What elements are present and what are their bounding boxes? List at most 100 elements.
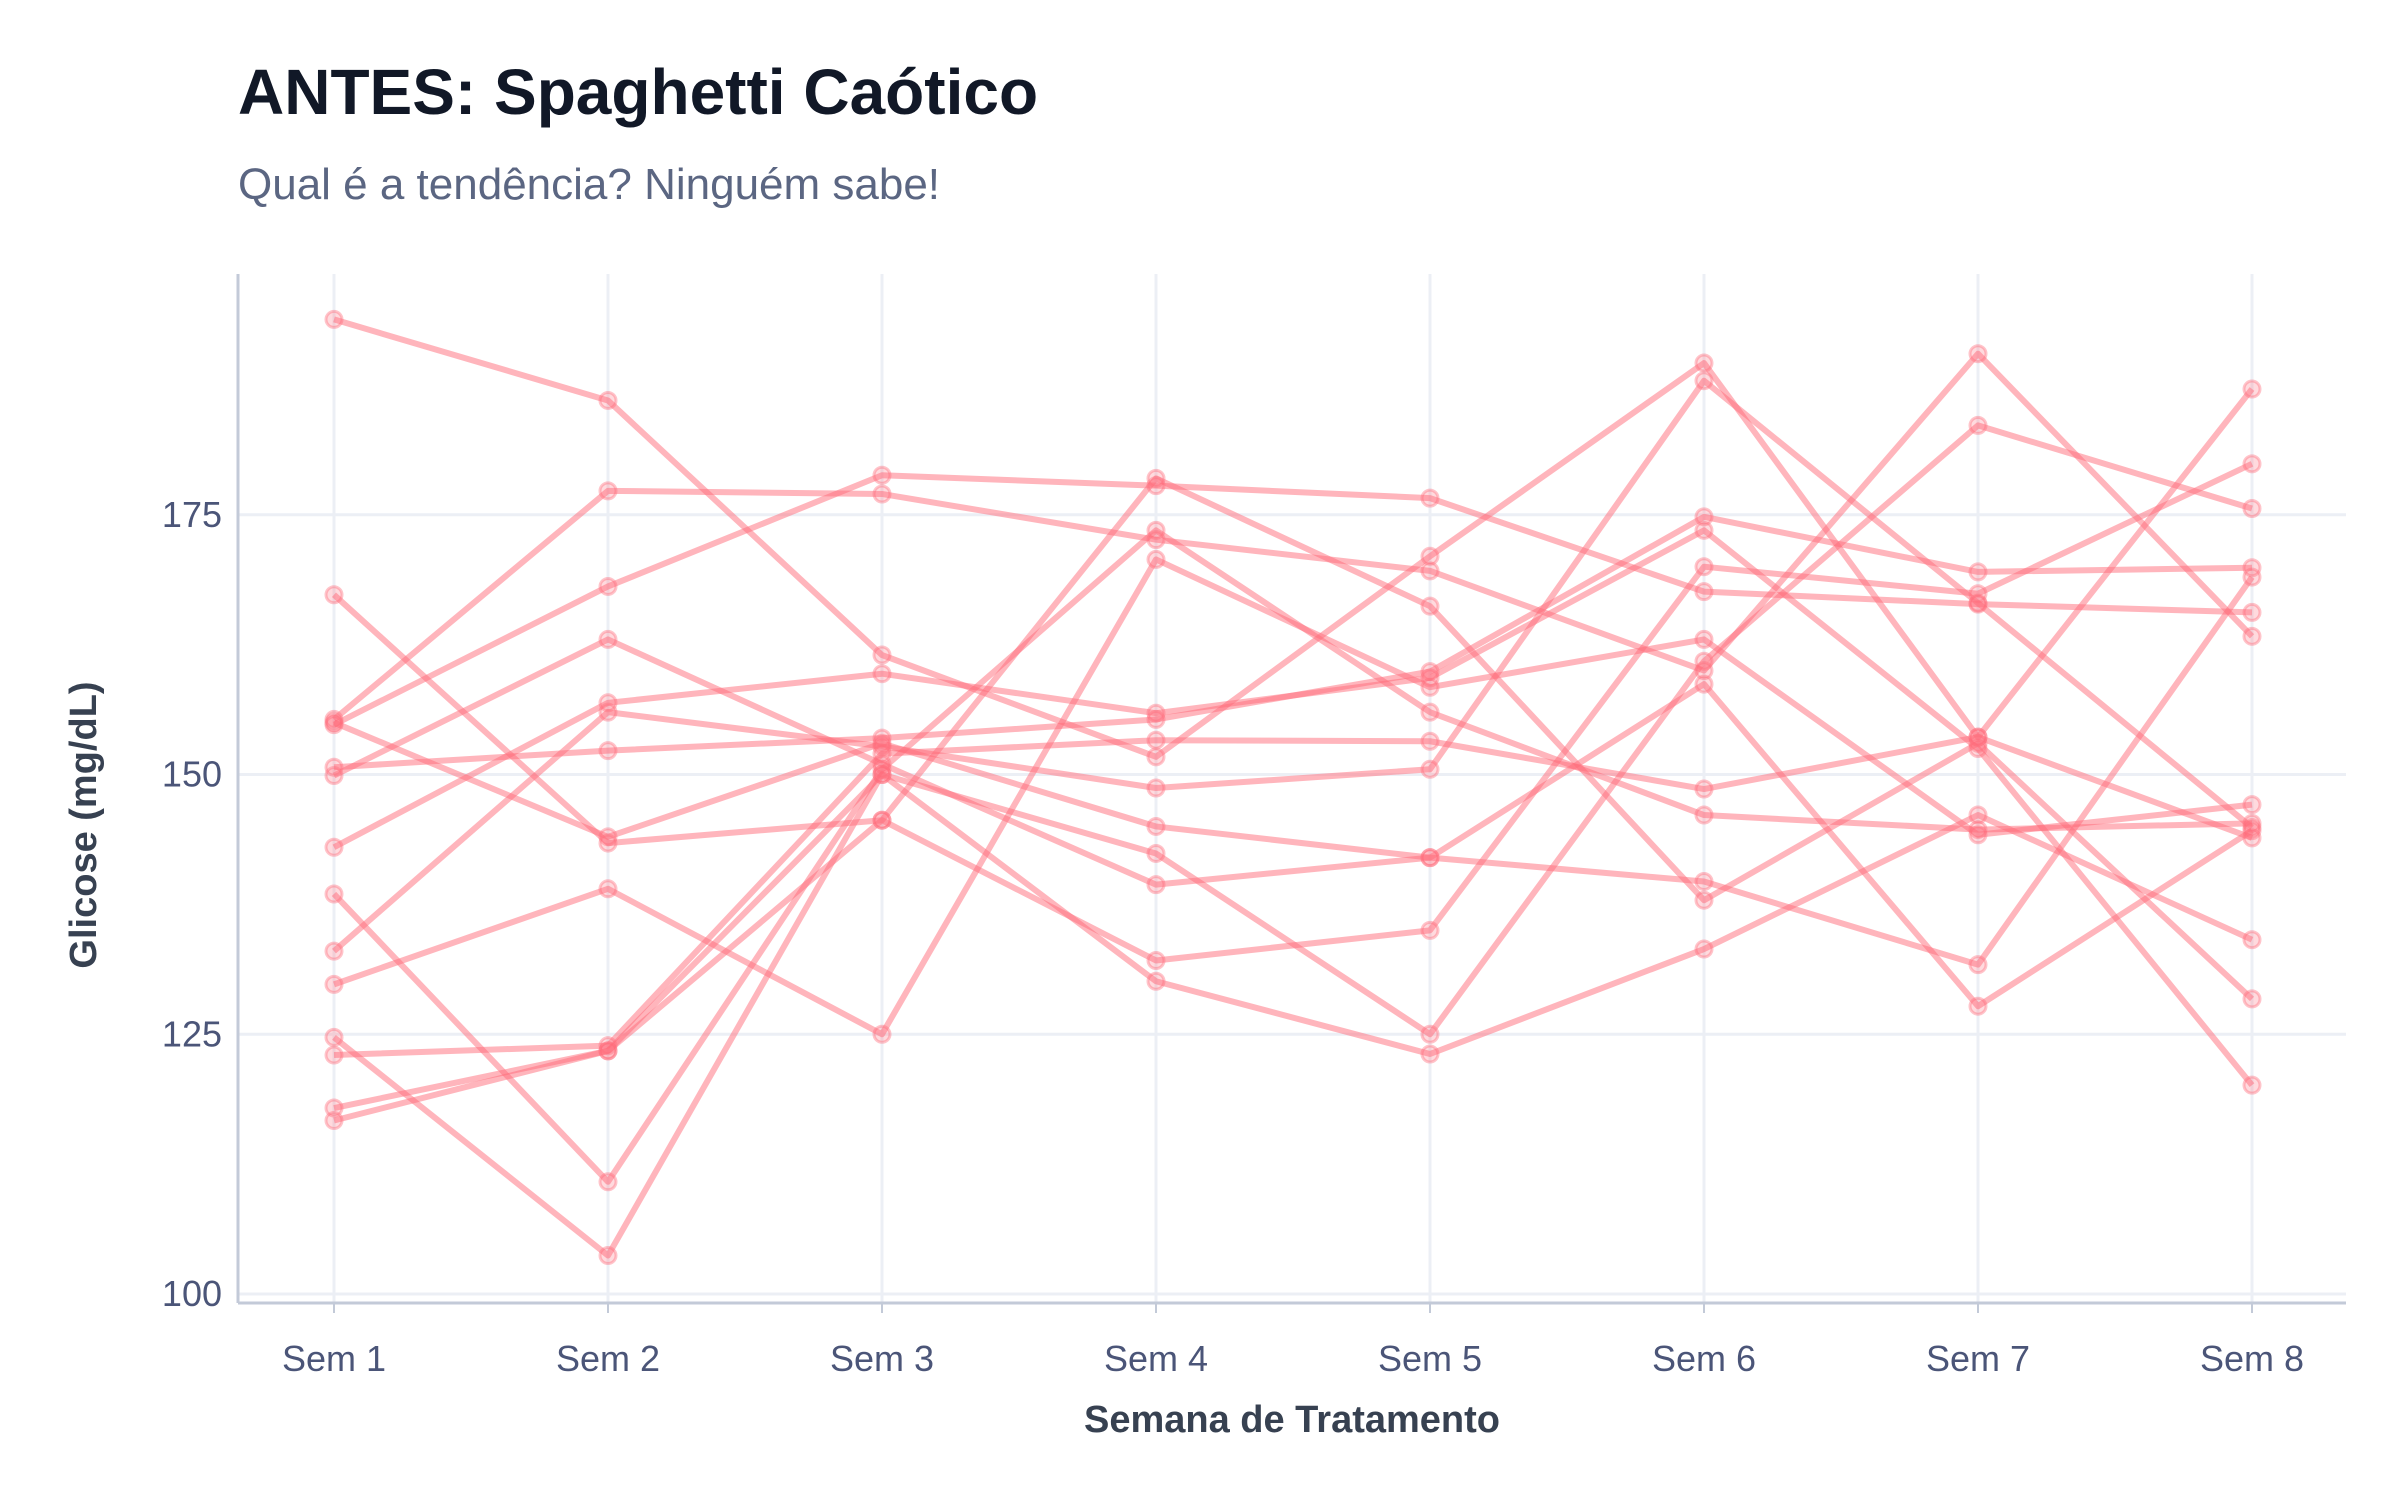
data-point — [1420, 731, 1440, 751]
series-line — [331, 527, 2253, 1185]
series-2 — [324, 468, 2262, 1009]
data-point — [1968, 415, 1988, 435]
data-point — [324, 1110, 344, 1130]
data-point — [872, 733, 892, 753]
data-point — [1146, 875, 1166, 895]
data-point — [2242, 499, 2262, 519]
x-tick-label: Sem 1 — [282, 1338, 386, 1379]
data-point — [1146, 816, 1166, 836]
y-tick-label: 175 — [162, 494, 222, 535]
y-tick-label: 125 — [162, 1013, 222, 1054]
data-point — [1694, 674, 1714, 694]
data-point — [2242, 454, 2262, 474]
data-point — [2242, 1075, 2262, 1095]
data-point — [598, 1172, 618, 1192]
data-point — [1146, 778, 1166, 798]
data-point — [872, 765, 892, 784]
series-14 — [324, 765, 2262, 1130]
data-point — [1146, 950, 1166, 970]
series-10 — [324, 549, 2262, 1044]
data-point — [1694, 507, 1714, 527]
data-point — [2242, 379, 2262, 399]
data-point — [872, 810, 892, 830]
series-13 — [324, 454, 2262, 1118]
series-line — [332, 377, 2254, 954]
data-point — [598, 1246, 618, 1266]
data-point — [1968, 344, 1988, 364]
data-point — [1420, 848, 1440, 868]
data-point — [1146, 730, 1166, 750]
data-point — [598, 481, 618, 501]
data-point — [1968, 727, 1988, 747]
data-point — [598, 1041, 618, 1061]
data-point — [1420, 920, 1440, 940]
data-point — [1694, 779, 1714, 799]
data-point — [1968, 996, 1988, 1016]
data-point — [872, 1024, 892, 1044]
data-point — [598, 827, 618, 847]
series-line — [333, 556, 2253, 1038]
data-point — [1694, 353, 1714, 373]
x-axis-title: Semana de Tratamento — [1084, 1399, 1500, 1441]
series-15 — [324, 674, 2262, 1016]
data-point — [1968, 825, 1988, 845]
data-point — [2242, 989, 2262, 1009]
data-point — [872, 645, 892, 665]
data-point — [324, 884, 344, 904]
data-point — [2242, 567, 2262, 587]
data-point — [1694, 582, 1714, 602]
data-point — [1146, 520, 1166, 540]
data-point — [1968, 584, 1988, 604]
series-line — [332, 350, 2255, 722]
data-point — [872, 484, 892, 504]
data-point — [1420, 596, 1440, 616]
x-tick-label: Sem 2 — [556, 1338, 660, 1379]
data-point — [1968, 739, 1988, 759]
series-line — [333, 387, 2255, 1059]
y-tick-label: 100 — [162, 1273, 222, 1314]
data-point — [1146, 703, 1166, 723]
series-7 — [324, 520, 2262, 1095]
y-tick-label: 150 — [162, 754, 222, 795]
x-tick-label: Sem 6 — [1652, 1338, 1756, 1379]
data-point — [1968, 955, 1988, 975]
chart-title: ANTES: Spaghetti Caótico — [238, 56, 1039, 128]
data-point — [1146, 476, 1166, 496]
data-point — [324, 974, 344, 994]
data-point — [1694, 872, 1714, 892]
data-point — [598, 576, 618, 596]
data-point — [598, 741, 618, 761]
data-point — [1420, 561, 1440, 581]
x-tick-label: Sem 8 — [2200, 1338, 2304, 1379]
x-tick-label: Sem 3 — [830, 1338, 934, 1379]
data-point — [2242, 626, 2262, 646]
data-point — [1146, 971, 1166, 991]
data-point — [872, 465, 892, 485]
data-point — [2242, 602, 2262, 622]
data-point — [1146, 549, 1166, 569]
data-point — [1694, 371, 1714, 391]
data-point — [1694, 629, 1714, 649]
data-point — [2242, 558, 2262, 578]
series-12 — [324, 379, 2262, 1065]
data-point — [2242, 821, 2262, 841]
series-line — [333, 461, 2254, 1111]
series-line — [333, 316, 2254, 841]
series-1 — [324, 309, 2262, 848]
data-point — [1968, 805, 1988, 825]
data-point — [1420, 546, 1440, 566]
series-9 — [324, 371, 2262, 961]
data-point — [1420, 488, 1440, 508]
data-point — [324, 941, 344, 961]
data-point — [872, 664, 892, 684]
data-point — [1694, 557, 1714, 577]
data-point — [1420, 677, 1440, 697]
data-point — [324, 1027, 344, 1047]
x-tick-label: Sem 5 — [1378, 1338, 1482, 1379]
series-line — [332, 527, 2255, 1088]
data-point — [2242, 930, 2262, 950]
data-point — [324, 309, 344, 329]
data-point — [324, 766, 344, 786]
series-line — [332, 575, 2255, 968]
